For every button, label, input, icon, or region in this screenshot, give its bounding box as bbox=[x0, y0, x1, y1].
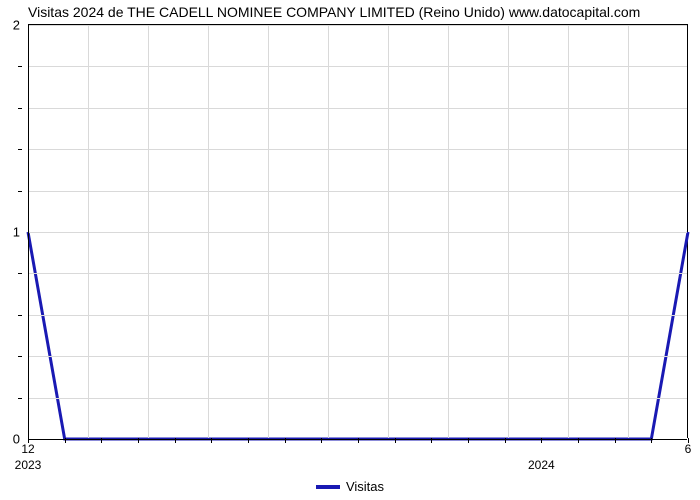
y-minor-tick bbox=[18, 66, 22, 67]
gridline-vertical bbox=[448, 25, 449, 438]
x-year-label: 2024 bbox=[528, 458, 555, 472]
gridline-vertical bbox=[88, 25, 89, 438]
legend-label: Visitas bbox=[346, 479, 384, 494]
gridline-vertical bbox=[388, 25, 389, 438]
gridline-horizontal-minor bbox=[28, 108, 687, 109]
gridline-vertical bbox=[508, 25, 509, 438]
gridline-horizontal-minor bbox=[28, 191, 687, 192]
x-year-label: 2023 bbox=[15, 458, 42, 472]
y-tick-label: 1 bbox=[13, 225, 20, 240]
x-axis-line bbox=[28, 439, 687, 440]
gridline-horizontal-minor bbox=[28, 356, 687, 357]
gridline-vertical bbox=[268, 25, 269, 438]
gridline-horizontal-minor bbox=[28, 149, 687, 150]
gridline-horizontal-minor bbox=[28, 273, 687, 274]
y-minor-tick bbox=[18, 356, 22, 357]
y-minor-tick bbox=[18, 149, 22, 150]
gridline-horizontal-minor bbox=[28, 66, 687, 67]
y-minor-tick bbox=[18, 273, 22, 274]
gridline-vertical bbox=[628, 25, 629, 438]
y-minor-tick bbox=[18, 315, 22, 316]
y-minor-tick bbox=[18, 191, 22, 192]
x-tick-label: 12 bbox=[21, 442, 34, 456]
gridline-horizontal-minor bbox=[28, 398, 687, 399]
gridline-horizontal bbox=[28, 25, 687, 26]
gridline-horizontal bbox=[28, 232, 687, 233]
x-tick-label: 6 bbox=[685, 442, 692, 456]
chart-title: Visitas 2024 de THE CADELL NOMINEE COMPA… bbox=[28, 4, 640, 20]
chart-container: Visitas 2024 de THE CADELL NOMINEE COMPA… bbox=[0, 0, 700, 500]
gridline-vertical bbox=[568, 25, 569, 438]
gridline-vertical bbox=[328, 25, 329, 438]
series-line bbox=[28, 232, 688, 439]
y-tick-label: 0 bbox=[13, 432, 20, 447]
gridline-vertical bbox=[148, 25, 149, 438]
y-axis-line bbox=[28, 25, 29, 438]
legend-swatch bbox=[316, 485, 340, 489]
y-tick-label: 2 bbox=[13, 18, 20, 33]
gridline-horizontal-minor bbox=[28, 315, 687, 316]
plot-area: 01212620232024 bbox=[28, 24, 688, 438]
legend: Visitas bbox=[0, 478, 700, 494]
gridline-vertical bbox=[208, 25, 209, 438]
y-minor-tick bbox=[18, 398, 22, 399]
y-minor-tick bbox=[18, 108, 22, 109]
